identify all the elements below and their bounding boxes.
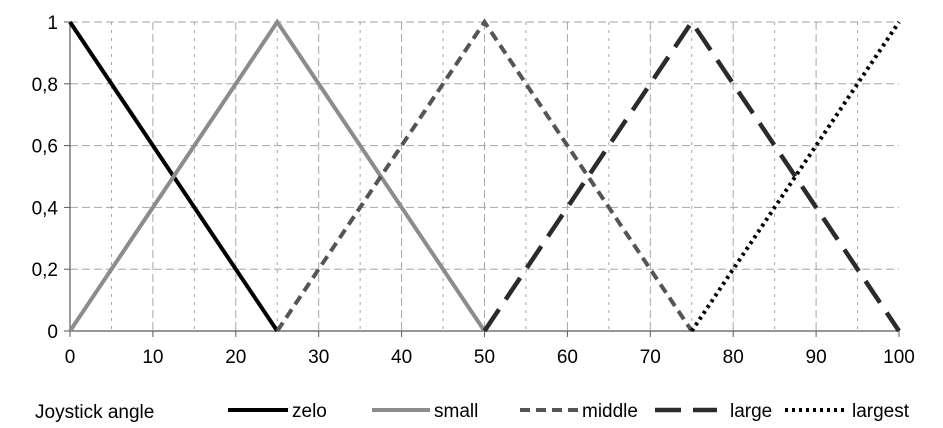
x-tick-label: 50 (474, 347, 495, 368)
legend: Joystick angle zelo small middle large large… (35, 401, 910, 423)
y-tick-label: 0,6 (32, 137, 58, 158)
y-tick-label: 0,8 (32, 75, 58, 96)
x-tick-label: 40 (391, 347, 412, 368)
x-axis-title: Joystick angle (35, 402, 154, 423)
series-line-largest (690, 20, 901, 333)
x-tick-label: 10 (142, 347, 163, 368)
y-tick-label: 0,4 (32, 198, 59, 219)
tick-labels: 0 10 20 30 40 50 60 70 80 90 100 0 0,2 0,4 0,6 0,8 1 (32, 13, 915, 368)
y-tick-label: 0 (47, 322, 58, 343)
x-tick-label: 80 (723, 347, 744, 368)
legend-label-small: small (434, 401, 478, 422)
axes (64, 21, 900, 337)
series (68, 17, 901, 333)
x-tick-label: 100 (883, 347, 915, 368)
y-tick-label: 1 (47, 13, 58, 34)
series-line-large (482, 17, 901, 333)
x-tick-label: 90 (806, 347, 827, 368)
series-line-small (68, 18, 487, 333)
legend-label-large: large (730, 401, 772, 422)
legend-label-largest: largest (852, 401, 910, 422)
grid (70, 21, 899, 331)
x-tick-label: 30 (308, 347, 329, 368)
x-tick-label: 0 (65, 347, 76, 368)
x-tick-label: 70 (640, 347, 661, 368)
x-tick-label: 20 (225, 347, 246, 368)
x-tick-label: 60 (557, 347, 578, 368)
legend-label-zelo: zelo (292, 401, 327, 422)
y-tick-label: 0,2 (32, 260, 58, 281)
series-line-middle (275, 18, 694, 333)
legend-label-middle: middle (582, 401, 638, 422)
